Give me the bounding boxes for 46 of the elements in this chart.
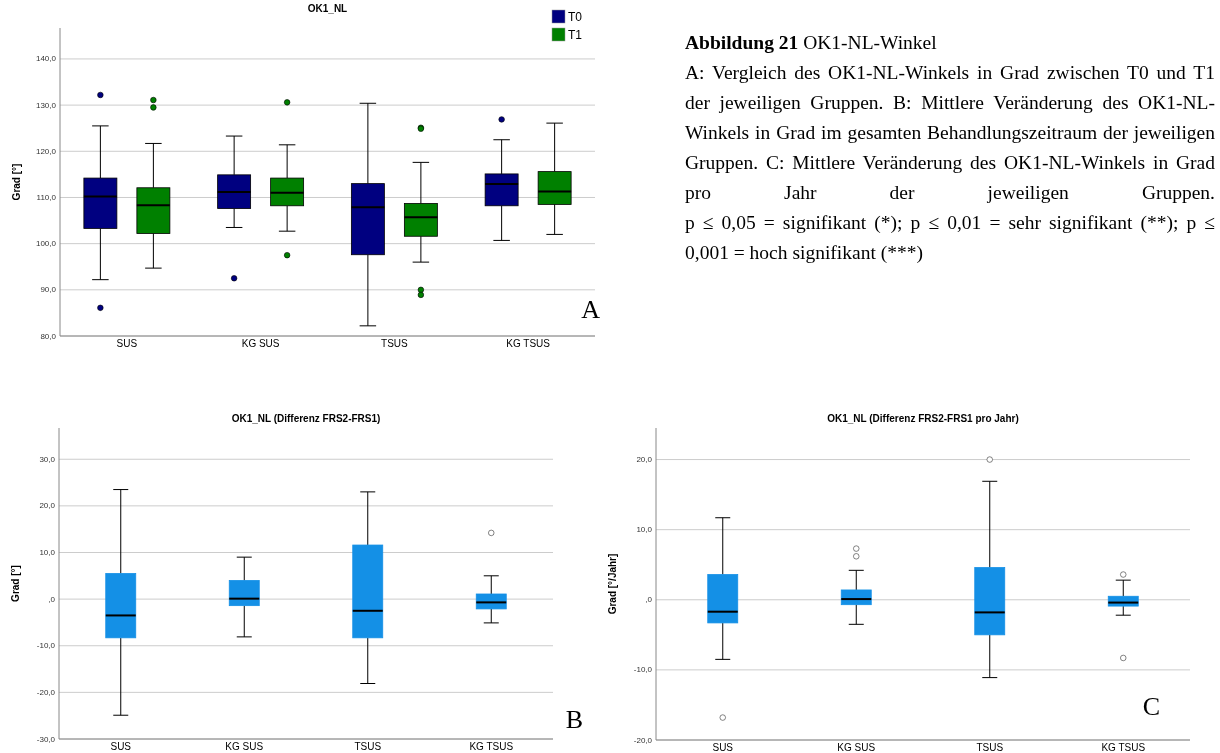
annotation: C: [1142, 692, 1160, 721]
x-tick-label: TSUS: [381, 338, 409, 349]
text: OK1-NL-Winkel: [802, 32, 937, 53]
legend-label: T0: [568, 10, 583, 24]
y-tick-label: -30,0: [36, 734, 56, 744]
chart-title: OK1_NL (Differenz FRS2-FRS1): [231, 413, 381, 424]
y-tick-label: 100,0: [35, 239, 57, 249]
y-tick-label: 10,0: [39, 548, 56, 558]
x-tick-label: KG TSUS: [469, 741, 514, 752]
text: A: Vergleich des OK1-NL-Winkels in Grad zwischen T0 und T1 der jeweiligen Gruppen. B: Mittlere Veränderung des OK1-NL-Winkels in Grad im gesamten Behandlungszeitraum der jeweiligen Gruppen. C: Mittlere Veränderung des OK1-NL-Winkels in Grad pro Jahr der jeweiligen Gruppen.: [685, 61, 1215, 205]
y-tick-label: ,0: [645, 595, 653, 605]
y-tick-label: 130,0: [35, 100, 57, 110]
y-axis-title: Grad [°]: [10, 565, 21, 602]
x-tick-label: KG SUS: [837, 742, 876, 753]
annotation: A: [581, 295, 601, 324]
y-tick-label: 90,0: [40, 285, 57, 295]
y-tick-label: ,0: [48, 594, 56, 604]
x-tick-label: KG TSUS: [1101, 742, 1146, 753]
y-tick-label: 80,0: [40, 331, 57, 341]
x-tick-label: KG SUS: [241, 338, 280, 349]
y-tick-label: -10,0: [633, 665, 653, 675]
x-tick-label: TSUS: [976, 742, 1004, 753]
text: p ≤ 0,05 = signifikant (*); p ≤ 0,01 = sehr signifikant (**); p ≤ 0,001 = hoch signifikant (***): [685, 212, 1215, 263]
text: Abbildung 21: [685, 32, 799, 53]
y-tick-label: -20,0: [633, 735, 653, 745]
y-axis-title: Grad [°/Jahr]: [607, 553, 618, 615]
y-tick-label: 110,0: [36, 193, 57, 203]
x-tick-label: KG TSUS: [506, 338, 551, 349]
y-tick-label: -20,0: [36, 687, 56, 697]
y-tick-label: -10,0: [36, 641, 56, 651]
x-tick-label: SUS: [116, 338, 138, 349]
y-tick-label: 10,0: [636, 525, 653, 535]
chart-title: OK1_NL (Differenz FRS2-FRS1 pro Jahr): [827, 413, 1019, 424]
y-tick-label: 30,0: [39, 454, 56, 464]
x-tick-label: KG SUS: [225, 741, 264, 752]
y-tick-label: 140,0: [35, 54, 57, 64]
y-tick-label: 20,0: [39, 501, 56, 511]
y-tick-label: 120,0: [35, 146, 57, 156]
chart-title: OK1_NL: [307, 3, 348, 14]
text: B: [565, 705, 583, 734]
x-tick-label: SUS: [110, 741, 132, 752]
legend-label: T1: [568, 28, 583, 42]
y-axis-title: Grad [°]: [11, 163, 22, 201]
x-tick-label: TSUS: [354, 741, 382, 752]
x-tick-label: SUS: [712, 742, 734, 753]
y-tick-label: 20,0: [636, 455, 653, 465]
